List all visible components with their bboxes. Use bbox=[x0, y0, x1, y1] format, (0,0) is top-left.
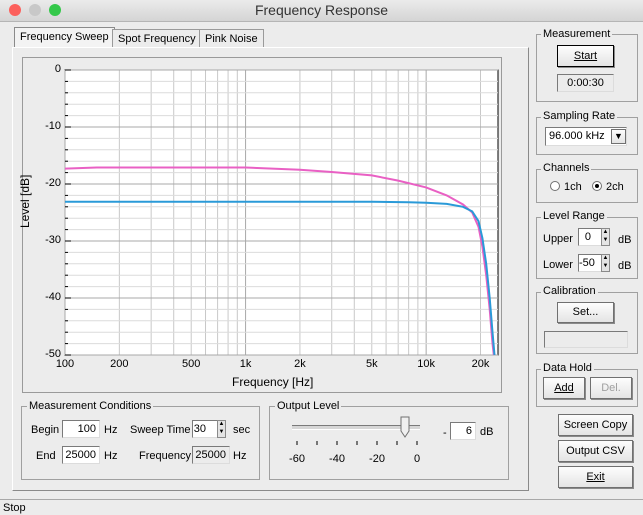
tab-pink-noise[interactable]: Pink Noise bbox=[199, 29, 264, 48]
calibration-readout bbox=[544, 331, 628, 348]
output-level-field[interactable]: 6 bbox=[450, 422, 476, 440]
frequency-label: Frequency bbox=[139, 450, 191, 462]
upper-label: Upper bbox=[543, 233, 573, 245]
end-field[interactable]: 25000 bbox=[62, 446, 100, 464]
sweep-time-field[interactable]: 30 bbox=[192, 420, 218, 438]
upper-unit: dB bbox=[618, 234, 632, 246]
x-tick-label: 5k bbox=[365, 358, 378, 370]
radio-2ch-label: 2ch bbox=[606, 181, 624, 193]
output-level-title: Output Level bbox=[275, 400, 342, 412]
calibration-set-button[interactable]: Set... bbox=[557, 302, 614, 323]
end-unit: Hz bbox=[104, 450, 118, 462]
tab-spot-frequency[interactable]: Spot Frequency bbox=[112, 29, 202, 48]
upper-field[interactable]: 0 bbox=[578, 228, 602, 246]
series-line-1 bbox=[64, 166, 495, 356]
status-bar: Stop bbox=[0, 499, 643, 515]
chevron-down-icon[interactable]: ▼ bbox=[611, 129, 626, 144]
slider-scale-label: -60 bbox=[289, 453, 305, 465]
radio-1ch[interactable] bbox=[550, 181, 560, 191]
y-tick-label: -10 bbox=[45, 120, 61, 132]
frequency-unit: Hz bbox=[233, 450, 247, 462]
end-label: End bbox=[36, 450, 56, 462]
exit-button-label: Exit bbox=[586, 471, 605, 483]
level-range-title: Level Range bbox=[541, 210, 607, 222]
begin-label: Begin bbox=[31, 424, 60, 436]
close-icon[interactable] bbox=[9, 4, 21, 16]
window-title: Frequency Response bbox=[254, 2, 389, 18]
y-tick-label: -20 bbox=[45, 177, 61, 189]
tab-frequency-sweep[interactable]: Frequency Sweep bbox=[14, 27, 115, 49]
delete-button-label: Del. bbox=[601, 382, 621, 394]
output-csv-button[interactable]: Output CSV bbox=[558, 440, 633, 462]
start-button[interactable]: Start bbox=[557, 45, 614, 67]
radio-1ch-label: 1ch bbox=[564, 181, 582, 193]
x-tick-label: 200 bbox=[110, 358, 129, 370]
output-level-group bbox=[269, 406, 509, 480]
sweep-time-unit: sec bbox=[233, 424, 251, 436]
radio-2ch[interactable] bbox=[592, 181, 602, 191]
begin-field[interactable]: 100 bbox=[62, 420, 100, 438]
x-tick-label: 2k bbox=[294, 358, 306, 370]
screen-copy-button[interactable]: Screen Copy bbox=[558, 414, 633, 436]
lower-field[interactable]: -50 bbox=[578, 254, 602, 272]
minimize-icon[interactable] bbox=[29, 4, 41, 16]
x-axis-label: Frequency [Hz] bbox=[232, 375, 314, 389]
calibration-title: Calibration bbox=[541, 285, 598, 297]
measurement-title: Measurement bbox=[541, 28, 613, 40]
delete-button[interactable]: Del. bbox=[590, 377, 632, 399]
x-tick-label: 100 bbox=[55, 358, 75, 370]
x-tick-label: 20k bbox=[471, 358, 490, 370]
title-bar: Frequency Response bbox=[0, 0, 643, 22]
zoom-icon[interactable] bbox=[49, 4, 61, 16]
add-button[interactable]: Add bbox=[543, 377, 585, 399]
sweep-time-spinner[interactable]: ▲ ▼ bbox=[217, 420, 226, 438]
lower-unit: dB bbox=[618, 260, 632, 272]
y-tick-label: -40 bbox=[45, 291, 61, 303]
y-tick-label: -30 bbox=[45, 234, 61, 246]
measurement-conditions-title: Measurement Conditions bbox=[27, 400, 154, 412]
upper-spinner[interactable]: ▲ ▼ bbox=[601, 228, 610, 246]
exit-button[interactable]: Exit bbox=[558, 466, 633, 488]
sweep-time-label: Sweep Time bbox=[130, 424, 191, 436]
lower-label: Lower bbox=[543, 259, 573, 271]
set-button-label: Set... bbox=[572, 306, 599, 318]
output-level-slider-track[interactable] bbox=[292, 425, 420, 430]
y-tick-label: 0 bbox=[54, 63, 61, 75]
output-level-sign: - bbox=[443, 427, 447, 439]
start-button-label: Start bbox=[573, 50, 598, 62]
sampling-rate-title: Sampling Rate bbox=[541, 110, 618, 122]
sampling-rate-select[interactable]: 96.000 kHz bbox=[545, 127, 627, 146]
add-button-label: Add bbox=[554, 382, 574, 394]
output-level-unit: dB bbox=[480, 426, 494, 438]
begin-unit: Hz bbox=[104, 424, 118, 436]
status-text: Stop bbox=[3, 502, 26, 514]
x-tick-label: 10k bbox=[417, 358, 436, 370]
x-tick-label: 500 bbox=[182, 358, 201, 370]
frequency-readout: 25000 bbox=[192, 446, 230, 464]
elapsed-time: 0:00:30 bbox=[557, 74, 614, 92]
channels-title: Channels bbox=[541, 162, 592, 174]
y-tick-label: -50 bbox=[45, 348, 61, 360]
sampling-rate-value: 96.000 kHz bbox=[549, 130, 605, 142]
slider-scale-label: -40 bbox=[329, 453, 345, 465]
slider-scale-label: 0 bbox=[413, 453, 421, 465]
data-hold-title: Data Hold bbox=[541, 362, 594, 374]
slider-thumb[interactable] bbox=[400, 416, 410, 438]
x-tick-label: 1k bbox=[239, 358, 252, 370]
lower-spinner[interactable]: ▲ ▼ bbox=[601, 254, 610, 272]
slider-scale-label: -20 bbox=[369, 453, 385, 465]
series-line-2 bbox=[65, 200, 496, 356]
